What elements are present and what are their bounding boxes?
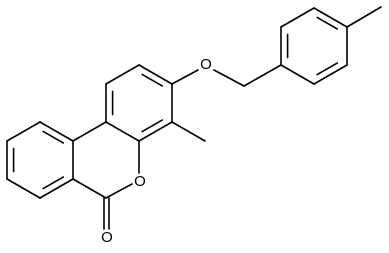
double-bond-inner [316,16,339,30]
double-bond-inner [316,62,339,76]
ring-bond [138,121,173,142]
double-bond-inner [141,119,164,133]
ring-bond [39,121,74,142]
methyl-bond [346,6,382,28]
ring-bond [313,64,348,85]
ring-bond [138,64,173,85]
bond [105,183,133,199]
ring-bond [280,7,315,28]
double-bond-inner [141,73,164,87]
methyl-bond [171,121,206,142]
carbonyl-oxygen: O [101,229,113,246]
ring-bond [105,64,140,85]
bond [243,64,282,87]
bond [171,69,199,85]
ring-bond [105,121,140,142]
ring-bond [39,178,74,199]
ether-oxygen: O [200,56,212,73]
bond [72,121,107,142]
ring-bond [280,64,315,85]
double-bond-inner [42,176,65,190]
ring-bond [6,178,41,199]
ring-bond [313,7,348,28]
ring-oxygen: O [134,173,146,190]
bond [72,178,107,199]
bond [213,69,245,87]
double-bond-inner [42,130,65,144]
ring-bond [6,121,41,142]
